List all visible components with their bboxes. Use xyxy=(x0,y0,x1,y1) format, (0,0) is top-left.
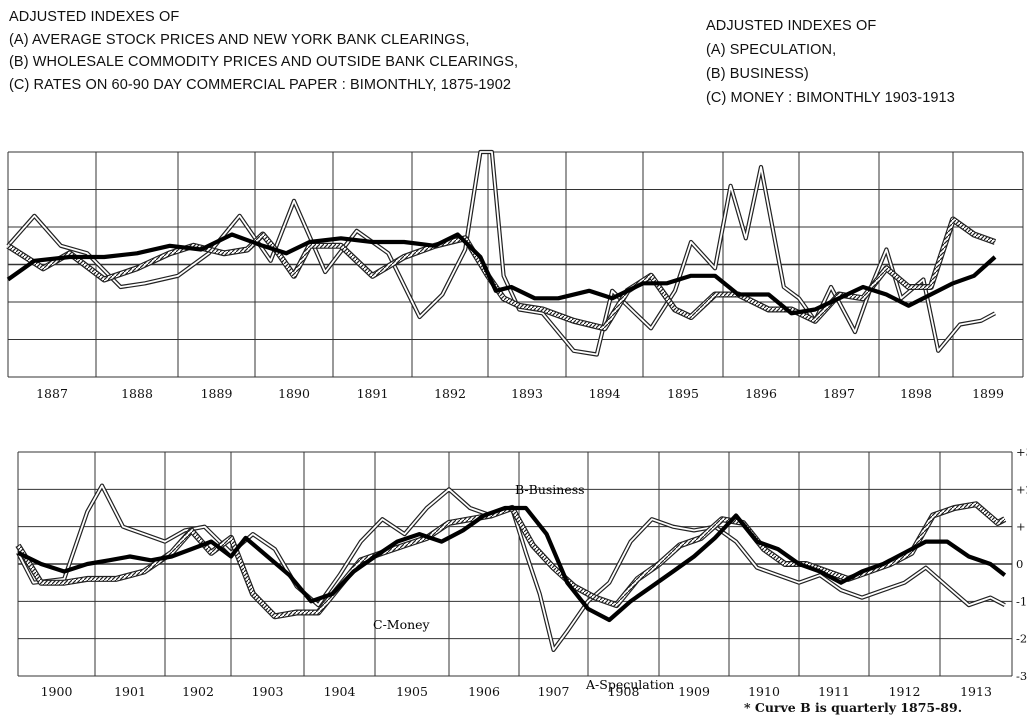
bottom-x-tick-label: 1913 xyxy=(960,684,992,699)
top-x-tick-label: 1899 xyxy=(972,386,1004,401)
top-x-tick-label: 1888 xyxy=(121,386,153,401)
annotation-business: B-Business xyxy=(515,482,585,497)
bottom-x-tick-label: 1900 xyxy=(41,684,73,699)
top-x-tick-label: 1896 xyxy=(745,386,777,401)
bottom-y-tick-label: +1 xyxy=(1016,520,1027,534)
bottom-y-tick-label: -1 xyxy=(1016,594,1027,608)
bottom-y-tick-label: +3 xyxy=(1016,445,1027,459)
top-series-c-line xyxy=(6,232,997,316)
top-series-a-line-inner xyxy=(7,151,996,356)
footnote: * Curve B is quarterly 1875-89. xyxy=(744,700,963,715)
title-right-line-2: (A) SPECULATION, xyxy=(706,42,837,58)
bottom-series-b-line xyxy=(15,501,1007,620)
bottom-y-tick-label: -3 xyxy=(1016,669,1027,683)
bottom-x-tick-label: 1910 xyxy=(748,684,780,699)
top-x-tick-label: 1898 xyxy=(900,386,932,401)
top-x-tick-label: 1891 xyxy=(357,386,389,401)
bottom-x-tick-label: 1907 xyxy=(538,684,570,699)
bottom-series-c-line xyxy=(17,505,1007,623)
title-left-line-4: (C) RATES ON 60-90 DAY COMMERCIAL PAPER … xyxy=(9,76,512,93)
bottom-x-tick-label: 1902 xyxy=(182,684,214,699)
title-right-line-1: ADJUSTED INDEXES OF xyxy=(706,18,877,34)
bottom-y-tick-label: 0 xyxy=(1016,557,1023,571)
title-left-line-3: (B) WHOLESALE COMMODITY PRICES AND OUTSI… xyxy=(9,54,519,70)
top-x-tick-label: 1892 xyxy=(434,386,466,401)
annotation-money: C-Money xyxy=(373,617,431,632)
top-x-tick-label: 1890 xyxy=(278,386,310,401)
bottom-series-a-line-inner xyxy=(17,484,1006,651)
title-left-line-2: (A) AVERAGE STOCK PRICES AND NEW YORK BA… xyxy=(9,31,470,48)
title-right-line-3: (B) BUSINESS) xyxy=(706,66,809,82)
bottom-x-tick-label: 1903 xyxy=(252,684,284,699)
bottom-y-tick-label: +2 xyxy=(1016,482,1027,496)
title-left-line-1: ADJUSTED INDEXES OF xyxy=(9,9,180,25)
top-x-tick-label: 1894 xyxy=(589,386,621,401)
top-x-tick-label: 1887 xyxy=(36,386,68,401)
bottom-x-tick-label: 1901 xyxy=(114,684,146,699)
bottom-x-tick-label: 1911 xyxy=(818,684,850,699)
bottom-series-b-line-inner xyxy=(16,502,1006,619)
bottom-x-tick-label: 1906 xyxy=(468,684,500,699)
top-x-tick-label: 1895 xyxy=(667,386,699,401)
chart-annotations: B-Business C-Money A-Speculation xyxy=(373,482,674,692)
bottom-x-tick-label: 1905 xyxy=(396,684,428,699)
top-x-tick-label: 1889 xyxy=(201,386,233,401)
chart-bottom: 1900 1901 1902 1903 1904 1905 1906 1907 1908 1909… xyxy=(15,445,1027,699)
bottom-y-tick-label: -2 xyxy=(1016,632,1027,646)
top-x-tick-label: 1897 xyxy=(823,386,855,401)
bottom-x-tick-label: 1904 xyxy=(324,684,356,699)
top-x-tick-label: 1893 xyxy=(511,386,543,401)
title-right: ADJUSTED INDEXES OF (A) SPECULATION, (B)… xyxy=(706,14,955,110)
bottom-x-tick-label: 1908 xyxy=(608,684,640,699)
chart-top: 1887 1888 1889 1890 1891 1892 1893 1894 1895 1896… xyxy=(6,149,1024,401)
title-left: ADJUSTED INDEXES OF (A) AVERAGE STOCK PR… xyxy=(9,6,518,96)
title-right-line-4: (C) MONEY : BIMONTHLY 1903-1913 xyxy=(706,90,955,106)
annotation-speculation: A-Speculation xyxy=(585,677,674,692)
bottom-x-tick-label: 1912 xyxy=(889,684,921,699)
bottom-x-tick-label: 1909 xyxy=(678,684,710,699)
